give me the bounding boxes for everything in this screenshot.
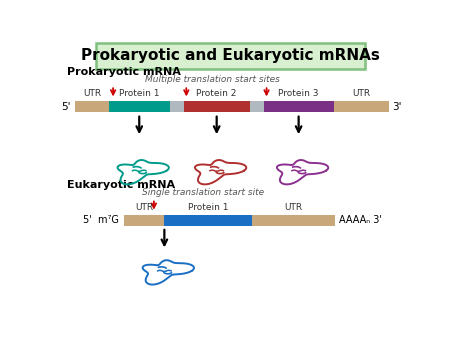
Text: Prokaryotic and Eukaryotic mRNAs: Prokaryotic and Eukaryotic mRNAs (81, 48, 380, 64)
Bar (250, 101, 264, 113)
Text: UTR: UTR (135, 202, 153, 212)
Text: UTR: UTR (83, 89, 101, 98)
Bar (264, 101, 333, 113)
Text: Eukaryotic mRNA: Eukaryotic mRNA (67, 180, 175, 190)
Text: Single translation start site: Single translation start site (142, 188, 264, 197)
FancyBboxPatch shape (96, 43, 365, 69)
Text: 5': 5' (61, 102, 70, 112)
Text: Protein 1: Protein 1 (119, 89, 159, 98)
Bar (76, 101, 389, 113)
Bar (170, 101, 184, 113)
Text: Protein 3: Protein 3 (279, 89, 319, 98)
Bar (124, 215, 164, 225)
Bar (164, 215, 252, 225)
Text: AAAAₙ 3': AAAAₙ 3' (339, 215, 382, 225)
Text: 3': 3' (392, 102, 401, 112)
Bar (333, 101, 389, 113)
Text: Multiple translation start sites: Multiple translation start sites (145, 75, 280, 84)
Text: 5'  m⁷G: 5' m⁷G (83, 215, 119, 225)
Bar (108, 101, 170, 113)
Text: Prokaryotic mRNA: Prokaryotic mRNA (67, 67, 180, 77)
Bar (184, 101, 250, 113)
Bar (124, 215, 335, 225)
Text: UTR: UTR (352, 89, 370, 98)
Text: UTR: UTR (284, 202, 302, 212)
Bar (76, 101, 108, 113)
Bar (252, 215, 335, 225)
Text: Protein 2: Protein 2 (197, 89, 237, 98)
Text: Protein 1: Protein 1 (188, 202, 228, 212)
